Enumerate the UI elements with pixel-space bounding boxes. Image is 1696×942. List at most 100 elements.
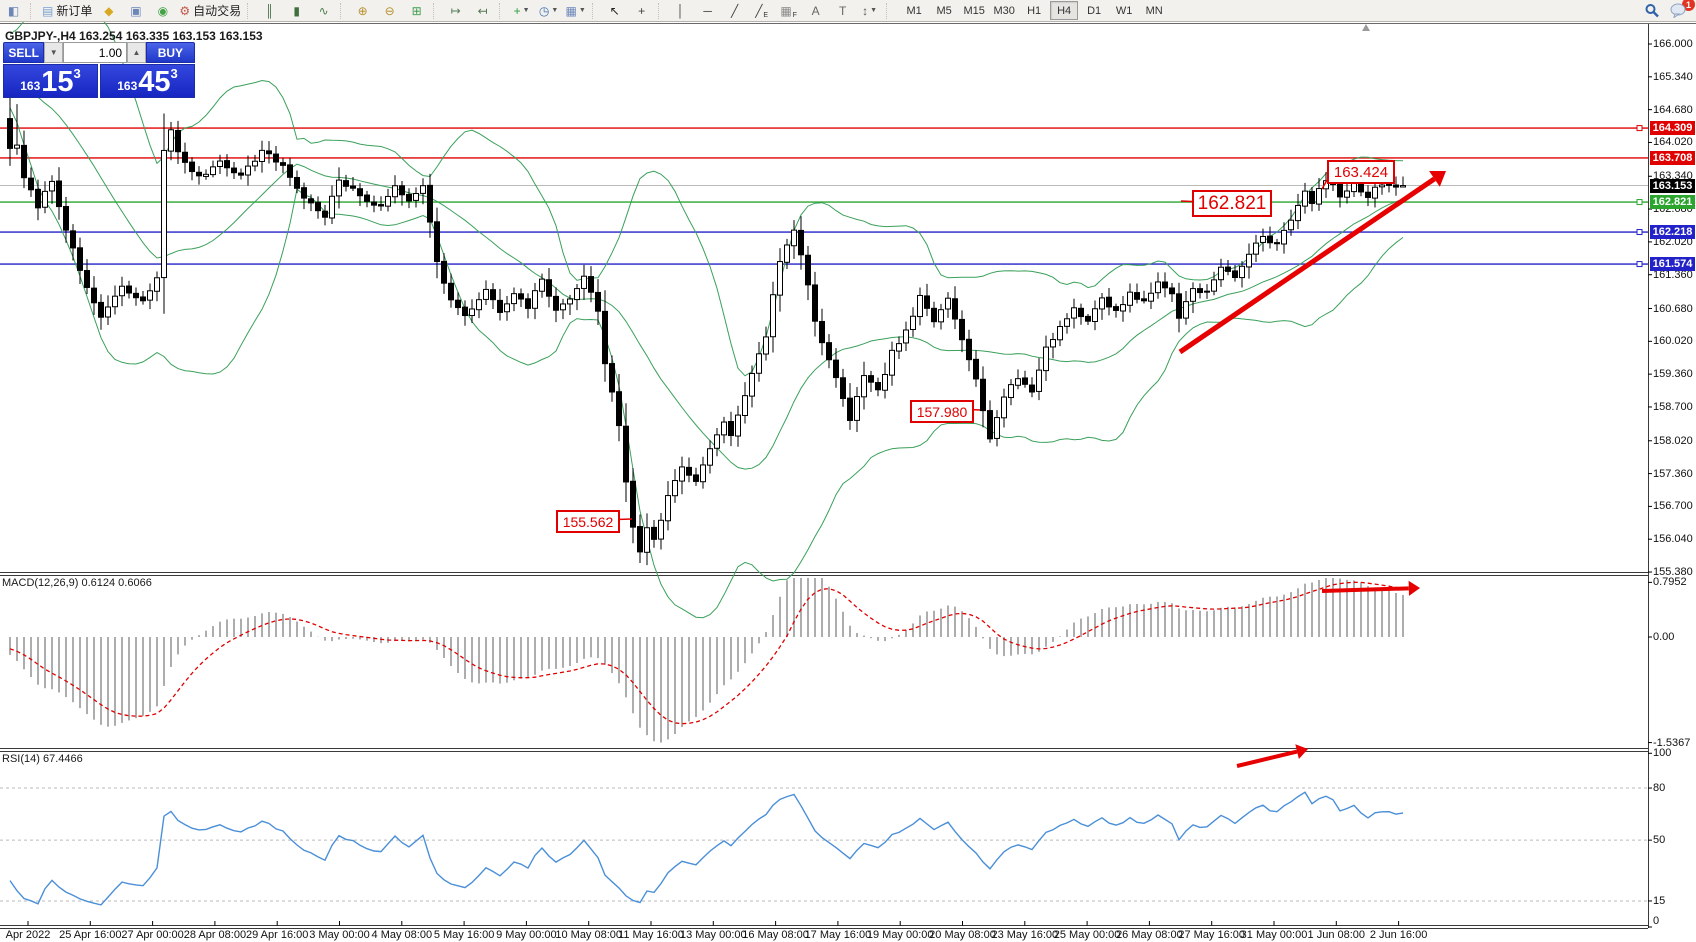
candle-body bbox=[896, 343, 902, 352]
buy-price-button[interactable]: 163 45 3 bbox=[100, 64, 195, 98]
equidistant-channel-icon[interactable]: ╱ E bbox=[749, 1, 774, 20]
candle-body bbox=[322, 210, 328, 218]
notifications-icon[interactable]: 1 bbox=[1666, 0, 1695, 20]
candle-body bbox=[469, 308, 475, 317]
chevron-down-icon[interactable]: ▼ bbox=[551, 7, 559, 14]
bar-chart-type-icon[interactable]: ║ bbox=[257, 1, 282, 20]
candle-body bbox=[854, 396, 860, 421]
price-axis-label: 160.680 bbox=[1653, 302, 1693, 315]
price-axis-label: 164.680 bbox=[1653, 103, 1693, 116]
candle-body bbox=[581, 275, 587, 289]
level-handle[interactable] bbox=[1636, 261, 1643, 268]
trendline-icon[interactable]: ╱ bbox=[722, 1, 747, 20]
candle-body bbox=[1092, 308, 1098, 322]
timeframe-button-d1[interactable]: D1 bbox=[1087, 4, 1102, 17]
sell-button[interactable]: SELL bbox=[3, 42, 45, 63]
crosshair-icon[interactable]: + bbox=[629, 1, 654, 20]
candle-body bbox=[378, 204, 384, 207]
candlestick-type-icon[interactable]: ▮ bbox=[284, 1, 309, 20]
timeframe-button-m30[interactable]: M30 bbox=[993, 4, 1015, 17]
price-annotation-155.562[interactable]: 155.562 bbox=[556, 510, 620, 533]
date-axis-label: 26 May 08:00 bbox=[1116, 929, 1183, 941]
market-watch-icon[interactable]: ◆ bbox=[96, 1, 121, 20]
timeframe-button-m15[interactable]: M15 bbox=[963, 4, 985, 17]
chevron-down-icon[interactable]: ▼ bbox=[578, 7, 586, 14]
templates-button[interactable]: ▦ ▼ bbox=[563, 1, 588, 20]
timeframe-button-h4[interactable]: H4 bbox=[1050, 1, 1079, 20]
date-axis-label: 1 Jun 08:00 bbox=[1307, 929, 1366, 941]
candle-body bbox=[952, 298, 958, 320]
chart-window-icon[interactable]: ▣ bbox=[123, 1, 148, 20]
candle-body bbox=[966, 338, 972, 361]
bollinger-middle-band bbox=[9, 70, 1404, 470]
timeframe-button-w1[interactable]: W1 bbox=[1115, 4, 1133, 17]
candle-body bbox=[476, 299, 482, 311]
chart-clipped-icon[interactable]: ◧ bbox=[1, 1, 26, 20]
new-order-button[interactable]: ▤ 新订单 bbox=[40, 1, 94, 20]
chart-window-icon: ▣ bbox=[130, 3, 142, 18]
trend-arrow[interactable] bbox=[1236, 749, 1298, 768]
price-annotation-157.980[interactable]: 157.980 bbox=[910, 400, 974, 423]
buy-button[interactable]: BUY bbox=[145, 42, 195, 63]
cursor-icon[interactable]: ↖ bbox=[602, 1, 627, 20]
trend-arrow[interactable] bbox=[1178, 176, 1436, 355]
arrows-tool-icon[interactable]: ↕ ▼ bbox=[857, 1, 882, 20]
price-annotation-163.424[interactable]: 163.424 bbox=[1327, 160, 1395, 184]
trend-arrow-head[interactable] bbox=[1408, 580, 1420, 596]
signals-icon[interactable]: ◉ bbox=[150, 1, 175, 20]
candle-body bbox=[35, 188, 41, 209]
auto-scroll-icon[interactable]: ↦ bbox=[443, 1, 468, 20]
profiles-button[interactable]: ◷ ▼ bbox=[536, 1, 561, 20]
volume-increase-button[interactable]: ▲ bbox=[127, 42, 146, 63]
timeframe-button-mn[interactable]: MN bbox=[1145, 4, 1163, 17]
text-icon: A bbox=[811, 3, 820, 18]
volume-decrease-button[interactable]: ▼ bbox=[44, 42, 64, 63]
fibonacci-icon[interactable]: ▦ F bbox=[776, 1, 801, 20]
text-icon[interactable]: A bbox=[803, 1, 828, 20]
horizontal-line-icon[interactable]: ─ bbox=[695, 1, 720, 20]
chevron-down-icon[interactable]: ▼ bbox=[522, 7, 530, 14]
date-axis-label: 4 May 08:00 bbox=[371, 929, 433, 941]
price-annotation-162.821[interactable]: 162.821 bbox=[1192, 190, 1272, 217]
trend-arrow[interactable] bbox=[1321, 586, 1409, 593]
templates-button: ▦ bbox=[565, 3, 577, 18]
trend-arrow-head[interactable] bbox=[1429, 171, 1446, 187]
trade-panel-price-row: 163 15 3 163 45 3 bbox=[3, 64, 195, 98]
candle-body bbox=[1316, 188, 1322, 205]
price-axis-label: 166.000 bbox=[1653, 38, 1693, 50]
search-icon[interactable] bbox=[1639, 1, 1664, 20]
candle-body bbox=[126, 285, 132, 294]
level-handle[interactable] bbox=[1636, 229, 1643, 236]
trend-arrow-head[interactable] bbox=[1295, 744, 1308, 759]
chart-title: GBPJPY-,H4 163.254 163.335 163.153 163.1… bbox=[5, 29, 263, 43]
timeframe-button-m5[interactable]: M5 bbox=[936, 4, 952, 17]
rsi-indicator-label: RSI(14) 67.4466 bbox=[2, 753, 83, 765]
vertical-line-icon[interactable]: │ bbox=[668, 1, 693, 20]
level-price-badge: 163.708 bbox=[1650, 150, 1695, 165]
level-handle[interactable] bbox=[1636, 199, 1643, 206]
volume-input[interactable] bbox=[63, 42, 128, 63]
candle-body bbox=[434, 221, 440, 262]
line-chart-type-icon[interactable]: ∿ bbox=[311, 1, 336, 20]
candle-body bbox=[763, 336, 769, 355]
timeframe-button-h1[interactable]: H1 bbox=[1027, 4, 1042, 17]
timeframe-button-m1[interactable]: M1 bbox=[906, 4, 922, 17]
level-handle[interactable] bbox=[1636, 125, 1643, 132]
chart-shift-icon[interactable]: ↤ bbox=[470, 1, 495, 20]
candle-body bbox=[1043, 346, 1049, 372]
candle-body bbox=[7, 118, 13, 149]
tile-windows-icon[interactable]: ⊞ bbox=[404, 1, 429, 20]
new-chart-button[interactable]: + ▼ bbox=[509, 1, 534, 20]
zoom-out-icon[interactable]: ⊖ bbox=[377, 1, 402, 20]
sell-price-button[interactable]: 163 15 3 bbox=[3, 64, 98, 98]
candle-body bbox=[42, 190, 48, 208]
auto-trading-button[interactable]: ⚙ 自动交易 bbox=[177, 1, 243, 20]
candle-body bbox=[1078, 307, 1084, 318]
candle-body bbox=[672, 480, 678, 497]
candle-body bbox=[833, 359, 839, 379]
zoom-in-icon[interactable]: ⊕ bbox=[350, 1, 375, 20]
chevron-down-icon[interactable]: ▼ bbox=[870, 7, 878, 14]
candle-body bbox=[196, 171, 202, 177]
text-label-icon[interactable]: T bbox=[830, 1, 855, 20]
